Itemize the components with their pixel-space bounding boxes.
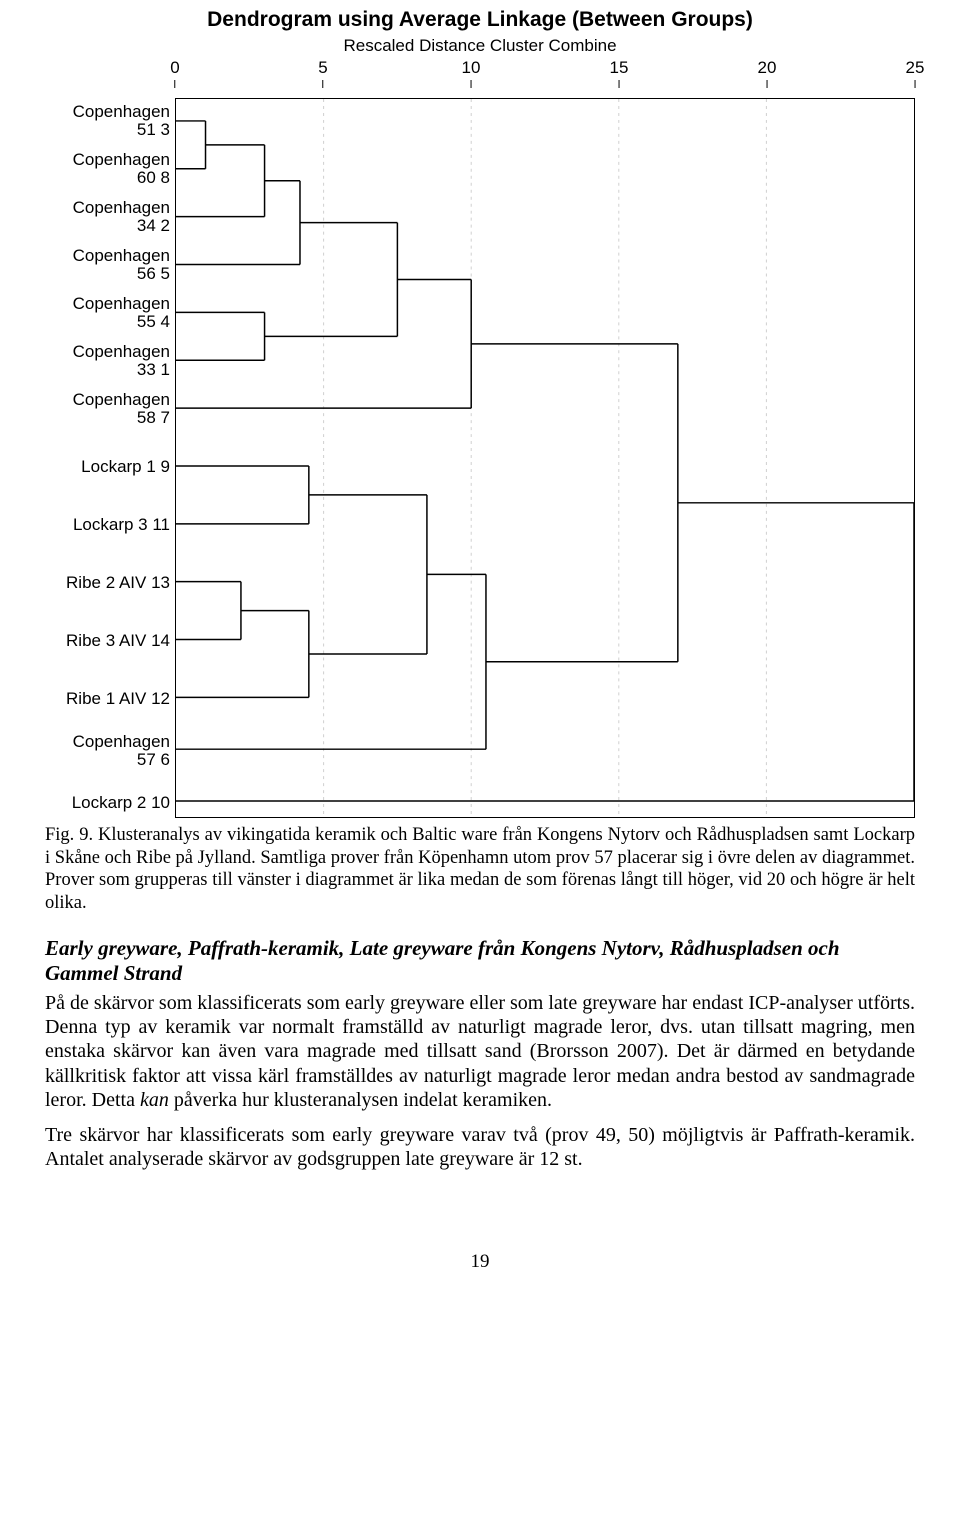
leaf-label: Ribe 1 AIV 12: [40, 690, 170, 708]
leaf-label: Copenhagen60 8: [40, 151, 170, 187]
leaf-label: Ribe 3 AIV 14: [40, 632, 170, 650]
axis-tick: 0: [170, 58, 179, 88]
chart-title: Dendrogram using Average Linkage (Betwee…: [45, 8, 915, 32]
dendrogram-plot-area: Copenhagen51 3Copenhagen60 8Copenhagen34…: [175, 98, 915, 818]
page-number: 19: [45, 1251, 915, 1273]
leaf-label: Lockarp 2 10: [40, 794, 170, 812]
axis-tick: 20: [758, 58, 777, 88]
axis-tick: 10: [462, 58, 481, 88]
figure-caption: Fig. 9. Klusteranalys av vikingatida ker…: [45, 824, 915, 914]
leaf-label: Copenhagen55 4: [40, 295, 170, 331]
body-paragraph-2: Tre skärvor har klassificerats som early…: [45, 1123, 915, 1172]
leaf-label: Copenhagen58 7: [40, 391, 170, 427]
para1-suffix: påverka hur klusteranalysen indelat kera…: [169, 1089, 552, 1111]
leaf-label: Copenhagen51 3: [40, 103, 170, 139]
axis-tick: 15: [610, 58, 629, 88]
axis-tick: 25: [906, 58, 925, 88]
leaf-label: Ribe 2 AIV 13: [40, 574, 170, 592]
x-axis: 0510152025: [45, 58, 915, 98]
axis-tick: 5: [318, 58, 327, 88]
leaf-label: Lockarp 3 11: [40, 516, 170, 534]
leaf-label: Lockarp 1 9: [40, 458, 170, 476]
leaf-label: Copenhagen34 2: [40, 199, 170, 235]
section-heading: Early greyware, Paffrath-keramik, Late g…: [45, 936, 915, 986]
para1-emphasis: kan: [140, 1089, 169, 1111]
chart-subtitle: Rescaled Distance Cluster Combine: [45, 36, 915, 56]
body-paragraph-1: På de skärvor som klassificerats som ear…: [45, 991, 915, 1113]
dendrogram-svg: [176, 99, 914, 817]
dendrogram-chart: 0510152025 Copenhagen51 3Copenhagen60 8C…: [45, 58, 915, 818]
leaf-label: Copenhagen57 6: [40, 733, 170, 769]
leaf-label: Copenhagen56 5: [40, 247, 170, 283]
leaf-label: Copenhagen33 1: [40, 343, 170, 379]
